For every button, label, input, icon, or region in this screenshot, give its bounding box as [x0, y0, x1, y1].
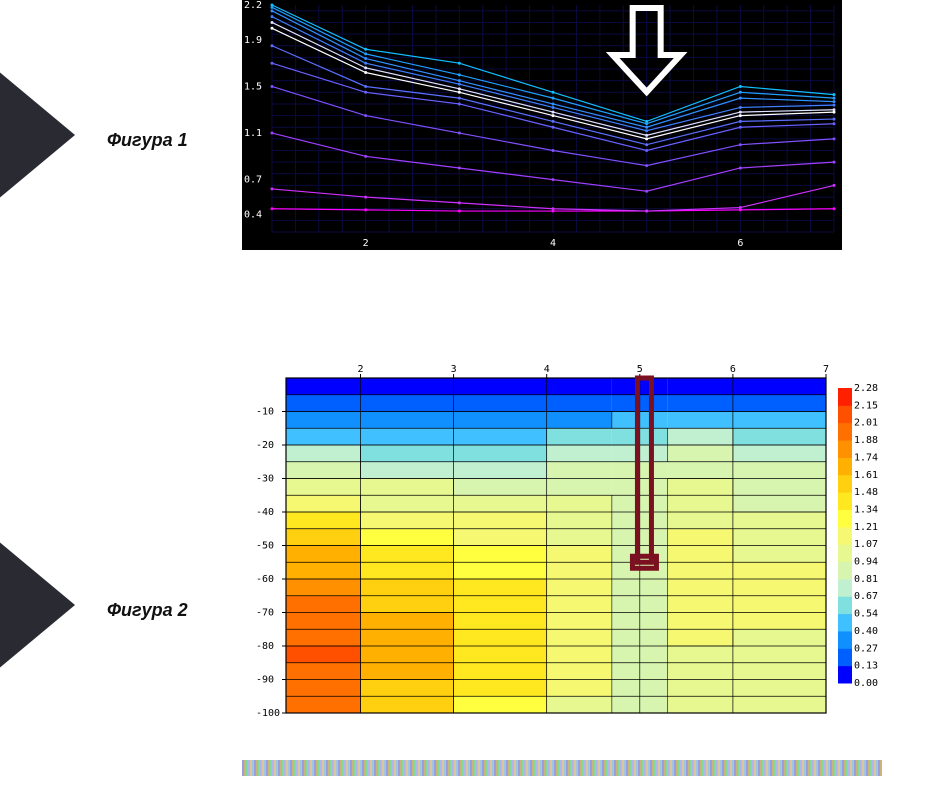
line-chart-svg: 0.4 0.7 1.1 1.5 1.9 2.2 2 4 6 — [242, 0, 842, 250]
contour-heatmap-svg: 2 3 4 5 6 7 -10 -20 -30 -40 -50 -60 -70 -80 -90 -100 0… — [242, 358, 882, 723]
svg-text:1.9: 1.9 — [244, 35, 262, 46]
svg-text:3: 3 — [451, 364, 457, 375]
svg-text:-40: -40 — [256, 507, 274, 518]
contour-heatmap-figure-2: 2 3 4 5 6 7 -10 -20 -30 -40 -50 -60 -70 -80 -90 -100 0… — [242, 358, 882, 723]
svg-text:2: 2 — [357, 364, 363, 375]
svg-text:1.07: 1.07 — [854, 539, 878, 550]
svg-text:0.40: 0.40 — [854, 626, 878, 637]
line-chart-figure-1: 0.4 0.7 1.1 1.5 1.9 2.2 2 4 6 — [242, 0, 842, 250]
svg-text:-60: -60 — [256, 574, 274, 585]
pointer-arrow-fig2 — [0, 530, 75, 680]
svg-text:2: 2 — [363, 238, 369, 249]
svg-text:-80: -80 — [256, 641, 274, 652]
pointer-arrow-fig1 — [0, 60, 75, 210]
svg-text:0.13: 0.13 — [854, 661, 878, 672]
svg-text:2.2: 2.2 — [244, 0, 262, 11]
svg-text:1.5: 1.5 — [244, 81, 262, 92]
svg-text:-90: -90 — [256, 675, 274, 686]
figure-2-label: Фигура 2 — [107, 600, 188, 621]
svg-text:-20: -20 — [256, 440, 274, 451]
svg-text:0.81: 0.81 — [854, 574, 878, 585]
figure-1-label: Фигура 1 — [107, 130, 188, 151]
svg-text:2.15: 2.15 — [854, 400, 878, 411]
svg-text:1.1: 1.1 — [244, 128, 262, 139]
svg-text:4: 4 — [544, 364, 550, 375]
noise-texture-strip — [242, 760, 882, 776]
svg-text:4: 4 — [550, 238, 556, 249]
svg-text:0.54: 0.54 — [854, 609, 878, 620]
svg-text:6: 6 — [730, 364, 736, 375]
svg-text:6: 6 — [737, 238, 743, 249]
svg-text:-10: -10 — [256, 407, 274, 418]
svg-text:2.28: 2.28 — [854, 383, 878, 394]
svg-text:1.88: 1.88 — [854, 435, 878, 446]
svg-text:1.34: 1.34 — [854, 504, 878, 515]
svg-text:5: 5 — [637, 364, 643, 375]
svg-text:-100: -100 — [256, 708, 280, 719]
svg-text:0.67: 0.67 — [854, 591, 878, 602]
svg-text:0.27: 0.27 — [854, 643, 878, 654]
svg-text:2.01: 2.01 — [854, 418, 878, 429]
svg-text:7: 7 — [823, 364, 829, 375]
svg-text:0.94: 0.94 — [854, 557, 878, 568]
svg-text:1.74: 1.74 — [854, 452, 878, 463]
svg-text:1.48: 1.48 — [854, 487, 878, 498]
svg-text:-70: -70 — [256, 608, 274, 619]
svg-text:0.4: 0.4 — [244, 210, 262, 221]
svg-text:-50: -50 — [256, 541, 274, 552]
svg-text:0.00: 0.00 — [854, 678, 878, 689]
svg-text:1.61: 1.61 — [854, 470, 878, 481]
svg-text:0.7: 0.7 — [244, 175, 262, 186]
svg-text:-30: -30 — [256, 474, 274, 485]
svg-text:1.21: 1.21 — [854, 522, 878, 533]
